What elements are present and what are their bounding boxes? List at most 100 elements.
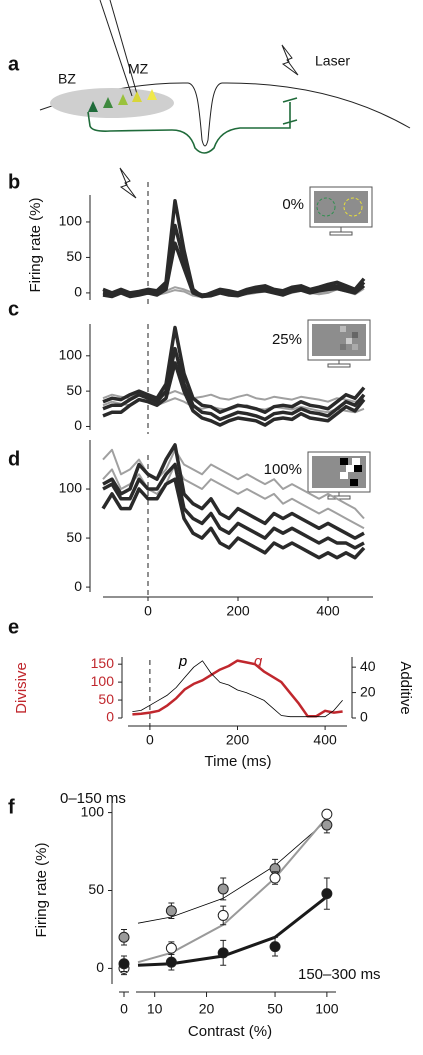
y-tick-label: 0 — [106, 709, 114, 725]
point — [118, 958, 130, 970]
laser-icon — [119, 167, 137, 199]
line — [102, 443, 365, 540]
line — [101, 477, 366, 560]
x-tick-label: 400 — [313, 732, 337, 748]
electrode — [109, 0, 138, 95]
y-tick-label: 100 — [91, 673, 115, 689]
inset-label: 25% — [272, 331, 302, 348]
x-tick-label: 100 — [315, 1001, 339, 1017]
field — [316, 197, 336, 217]
series-label: p — [178, 653, 187, 670]
y-tick-label: 50 — [66, 382, 82, 398]
neuron — [132, 91, 142, 102]
neuron — [88, 101, 98, 112]
panel-label: c — [8, 298, 19, 320]
point — [269, 941, 281, 953]
line — [102, 361, 366, 427]
monitor — [307, 319, 371, 368]
series-label: 150–300 ms — [298, 966, 381, 983]
panel-label: b — [8, 171, 20, 193]
line — [102, 462, 365, 550]
monitor-screen — [312, 324, 366, 356]
line — [102, 241, 366, 299]
y-tick-label: 0 — [96, 959, 104, 975]
y-tick-label: 50 — [98, 691, 114, 707]
y-tick-label: 0 — [74, 284, 82, 300]
y-axis-label: Divisive — [13, 662, 30, 714]
point — [165, 905, 177, 917]
diagram-label: Laser — [315, 53, 350, 69]
x-tick-label: 0 — [120, 1001, 128, 1017]
y-tick-label: 0 — [74, 417, 82, 433]
y-axis-label: Firing rate (%) — [33, 842, 50, 937]
panel-label: f — [8, 796, 15, 818]
y-tick-label: 50 — [88, 881, 104, 897]
point — [321, 819, 333, 831]
y-tick-label: 0 — [74, 578, 82, 594]
series-label: 0–150 ms — [60, 790, 126, 807]
line — [132, 660, 343, 718]
x-tick-label: 200 — [226, 603, 250, 619]
point — [165, 942, 177, 954]
inset-label: 0% — [282, 196, 304, 213]
line — [102, 346, 366, 422]
point — [165, 956, 177, 968]
y-tick-label: 100 — [59, 480, 83, 496]
x-tick-label: 0 — [144, 603, 152, 619]
series-label: q — [254, 653, 263, 670]
point — [217, 909, 229, 921]
point — [118, 931, 130, 943]
patch — [352, 458, 360, 465]
inset-label: 100% — [264, 461, 302, 478]
point — [217, 883, 229, 895]
patch — [340, 344, 346, 350]
x-axis-label: Contrast (%) — [188, 1023, 272, 1040]
monitor — [309, 186, 373, 236]
x-axis-label: Time (ms) — [205, 753, 272, 770]
fit-curve — [137, 816, 328, 964]
x-tick-label: 0 — [146, 732, 154, 748]
patch — [352, 344, 358, 350]
monitor-screen — [314, 191, 368, 223]
x-tick-label: 50 — [267, 1001, 283, 1017]
point — [321, 808, 333, 820]
y-tick-label: 100 — [81, 803, 105, 819]
brain-outline — [39, 82, 411, 147]
diagram-label: MZ — [128, 61, 149, 77]
y-tick-label: 50 — [66, 248, 82, 264]
monitor-base — [327, 363, 351, 368]
point — [321, 888, 333, 900]
y2-axis-label: Additive — [397, 661, 414, 714]
monitor — [307, 451, 371, 500]
projection — [87, 97, 298, 154]
y-tick-label: 40 — [360, 658, 376, 674]
point — [269, 872, 281, 884]
x-tick-label: 400 — [316, 603, 340, 619]
y-tick-label: 50 — [66, 529, 82, 545]
zone — [50, 88, 174, 118]
y-tick-label: 150 — [91, 655, 115, 671]
y-tick-label: 20 — [360, 683, 376, 699]
laser-icon — [281, 44, 299, 76]
fit-curve — [137, 820, 328, 924]
patch — [340, 326, 346, 332]
y-tick-label: 100 — [59, 347, 83, 363]
patch — [352, 332, 358, 338]
patch — [346, 465, 354, 472]
line — [132, 659, 343, 718]
neuron — [147, 89, 157, 100]
monitor-base — [329, 231, 353, 236]
point — [217, 947, 229, 959]
y-tick-label: 100 — [59, 213, 83, 229]
patch — [350, 479, 358, 486]
x-tick-label: 10 — [147, 1001, 163, 1017]
y-axis-label: Firing rate (%) — [27, 197, 44, 292]
x-tick-label: 200 — [226, 732, 250, 748]
brain-diagram: BZ MZ Laser — [39, 0, 411, 154]
patch — [340, 458, 348, 465]
y-tick-label: 0 — [360, 709, 368, 725]
patch — [346, 338, 352, 344]
panel-label: a — [8, 53, 20, 75]
